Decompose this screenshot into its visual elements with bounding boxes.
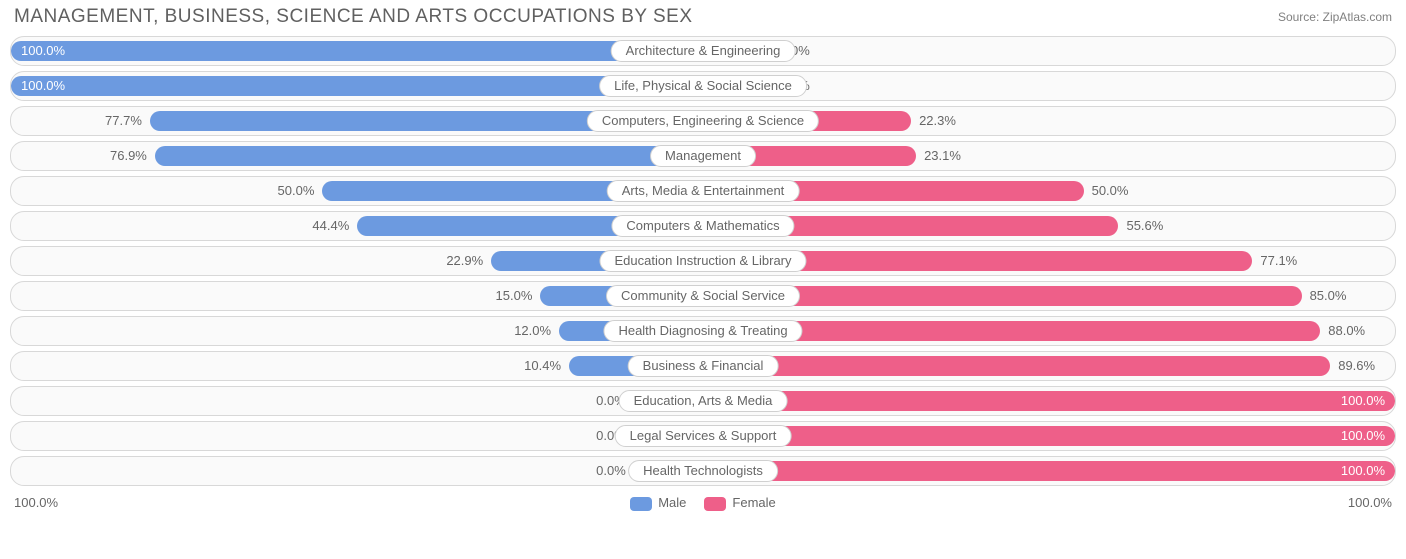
category-label: Computers, Engineering & Science [587,110,819,132]
category-label: Health Technologists [628,460,778,482]
female-value: 100.0% [1341,457,1395,485]
male-value: 50.0% [278,177,323,205]
chart-row: 100.0%0.0%Architecture & Engineering [10,36,1396,66]
legend-female: Female [704,495,775,511]
male-value: 44.4% [312,212,357,240]
chart-row: 0.0%100.0%Health Technologists [10,456,1396,486]
female-value: 85.0% [1302,282,1347,310]
female-value: 77.1% [1252,247,1297,275]
male-value: 77.7% [105,107,150,135]
source-value: ZipAtlas.com [1323,10,1392,24]
chart-row: 100.0%0.0%Life, Physical & Social Scienc… [10,71,1396,101]
chart-row: 77.7% 22.3% Computers, Engineering & Scien… [10,106,1396,136]
legend-female-label: Female [732,495,775,510]
male-swatch [630,497,652,511]
category-label: Arts, Media & Entertainment [607,180,800,202]
category-label: Education, Arts & Media [619,390,788,412]
legend: Male Female [630,495,776,511]
male-value: 12.0% [514,317,559,345]
female-bar [703,426,1395,446]
chart-row: 10.4% 89.6% Business & Financial [10,351,1396,381]
female-value: 23.1% [916,142,961,170]
chart-area: 100.0%0.0%Architecture & Engineering100.… [0,32,1406,486]
chart-title: MANAGEMENT, BUSINESS, SCIENCE AND ARTS O… [14,6,693,28]
female-bar [703,356,1330,376]
category-label: Health Diagnosing & Treating [603,320,802,342]
chart-row: 76.9% 23.1% Management [10,141,1396,171]
male-bar [11,41,703,61]
chart-row: 22.9% 77.1% Education Instruction & Librar… [10,246,1396,276]
category-label: Computers & Mathematics [611,215,794,237]
male-value: 22.9% [446,247,491,275]
category-label: Business & Financial [628,355,779,377]
female-value: 55.6% [1118,212,1163,240]
female-bar [703,391,1395,411]
female-value: 50.0% [1084,177,1129,205]
female-swatch [704,497,726,511]
category-label: Management [650,145,756,167]
category-label: Architecture & Engineering [611,40,796,62]
male-value: 10.4% [524,352,569,380]
chart-row: 12.0% 88.0% Health Diagnosing & Treating [10,316,1396,346]
female-value: 100.0% [1341,387,1395,415]
category-label: Education Instruction & Library [599,250,806,272]
chart-header: MANAGEMENT, BUSINESS, SCIENCE AND ARTS O… [0,0,1406,32]
chart-row: 0.0%100.0%Legal Services & Support [10,421,1396,451]
female-value: 88.0% [1320,317,1365,345]
male-value: 100.0% [11,72,65,100]
male-bar [155,146,703,166]
chart-row: 50.0% 50.0% Arts, Media & Entertainment [10,176,1396,206]
female-value: 22.3% [911,107,956,135]
female-bar [703,461,1395,481]
male-value: 100.0% [11,37,65,65]
chart-row: 44.4% 55.6% Computers & Mathematics [10,211,1396,241]
male-value: 76.9% [110,142,155,170]
chart-row: 15.0% 85.0% Community & Social Service [10,281,1396,311]
chart-row: 0.0%100.0%Education, Arts & Media [10,386,1396,416]
female-value: 100.0% [1341,422,1395,450]
source-label: Source: [1278,10,1319,24]
chart-source: Source: ZipAtlas.com [1278,6,1392,24]
legend-male: Male [630,495,686,511]
category-label: Life, Physical & Social Science [599,75,807,97]
male-value: 15.0% [496,282,541,310]
category-label: Legal Services & Support [615,425,792,447]
axis-left-label: 100.0% [14,495,58,510]
axis-right-label: 100.0% [1348,495,1392,510]
female-value: 89.6% [1330,352,1375,380]
legend-male-label: Male [658,495,686,510]
category-label: Community & Social Service [606,285,800,307]
chart-footer: 100.0% Male Female 100.0% [0,491,1406,511]
